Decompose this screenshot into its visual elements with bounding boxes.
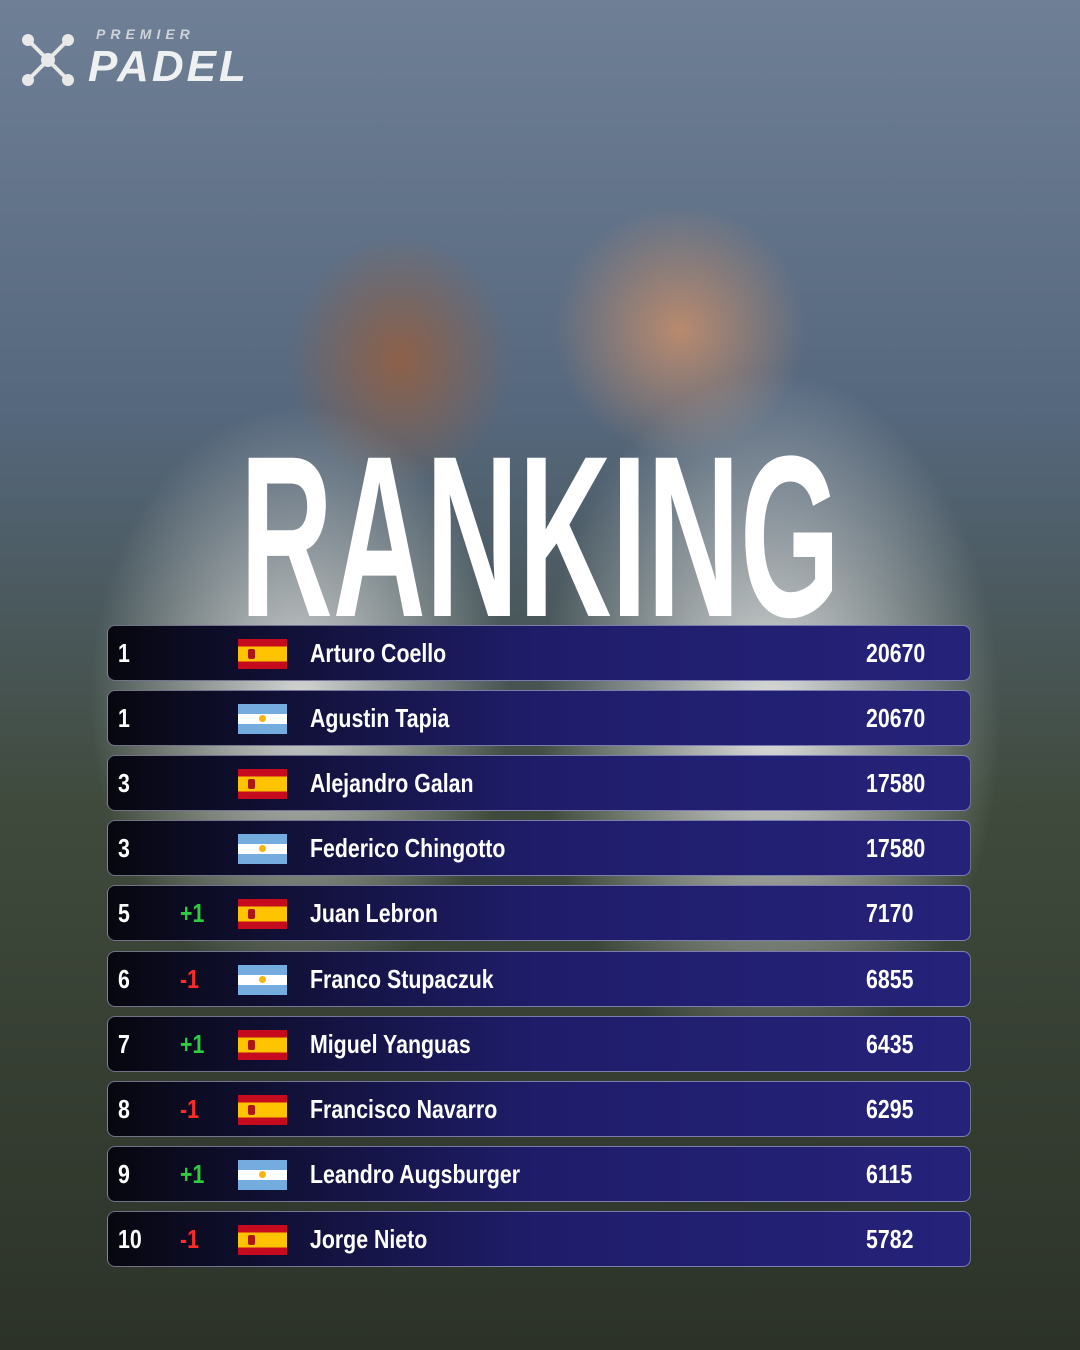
points: 5782 [866,1223,914,1254]
rank: 3 [118,768,130,799]
flag [238,769,287,800]
points: 6435 [866,1028,914,1059]
player-name: Franco Stupaczuk [310,963,494,994]
ranking-row: 3 Alejandro Galan 17580 [107,755,971,812]
player-name: Arturo Coello [310,638,447,668]
rank: 6 [118,963,130,994]
rank: 9 [118,1158,130,1189]
title: RANKING [240,430,840,630]
rank: 7 [118,1028,130,1059]
rank-change: -1 [180,1093,199,1124]
rank-change: +1 [180,898,205,929]
logo-top: PREMIER [96,26,195,42]
points: 20670 [866,638,926,668]
flag [238,704,287,735]
ranking-row: 6 -1 Franco Stupaczuk 6855 [107,950,971,1007]
rank: 10 [118,1223,142,1254]
flag [238,1159,287,1190]
points: 17580 [866,833,926,864]
rank-change: -1 [180,1223,199,1254]
ranking-row: 9 +1 Leandro Augsburger 6115 [107,1145,971,1202]
points: 6295 [866,1093,914,1124]
flag [238,1029,287,1060]
rank: 1 [118,703,130,734]
ranking-row: 5 +1 Juan Lebron 7170 [107,885,971,942]
player-name: Leandro Augsburger [310,1158,521,1189]
flag [238,1094,287,1125]
points: 17580 [866,768,926,799]
logo-icon [22,34,74,86]
logo-main: PADEL [88,42,249,91]
rank: 1 [118,638,130,668]
flag [238,834,287,865]
player-name: Alejandro Galan [310,768,474,799]
player-name: Jorge Nieto [310,1223,428,1254]
rank: 5 [118,898,130,929]
ranking-row: 1 Agustin Tapia 20670 [107,690,971,747]
rank-change: +1 [180,1028,205,1059]
ranking-row: 7 +1 Miguel Yanguas 6435 [107,1015,971,1072]
ranking-row: 3 Federico Chingotto 17580 [107,820,971,877]
points: 6855 [866,963,914,994]
rank-change: -1 [180,963,199,994]
rank: 8 [118,1093,130,1124]
ranking-row: 10 -1 Jorge Nieto 5782 [107,1210,971,1267]
player-name: Federico Chingotto [310,833,506,864]
flag [238,964,287,995]
points: 20670 [866,703,926,734]
player-name: Francisco Navarro [310,1093,498,1124]
ranking-row: 1 Arturo Coello 20670 [107,625,971,681]
points: 6115 [866,1158,913,1189]
player-name: Miguel Yanguas [310,1028,471,1059]
points: 7170 [866,898,914,929]
flag [238,639,287,669]
title-svg: RANKING [240,430,840,630]
rank-change: +1 [180,1158,205,1189]
rank: 3 [118,833,130,864]
ranking-row: 8 -1 Francisco Navarro 6295 [107,1080,971,1137]
flag [238,899,287,930]
flag [238,1224,287,1255]
player-name: Agustin Tapia [310,703,450,734]
player-name: Juan Lebron [310,898,438,929]
